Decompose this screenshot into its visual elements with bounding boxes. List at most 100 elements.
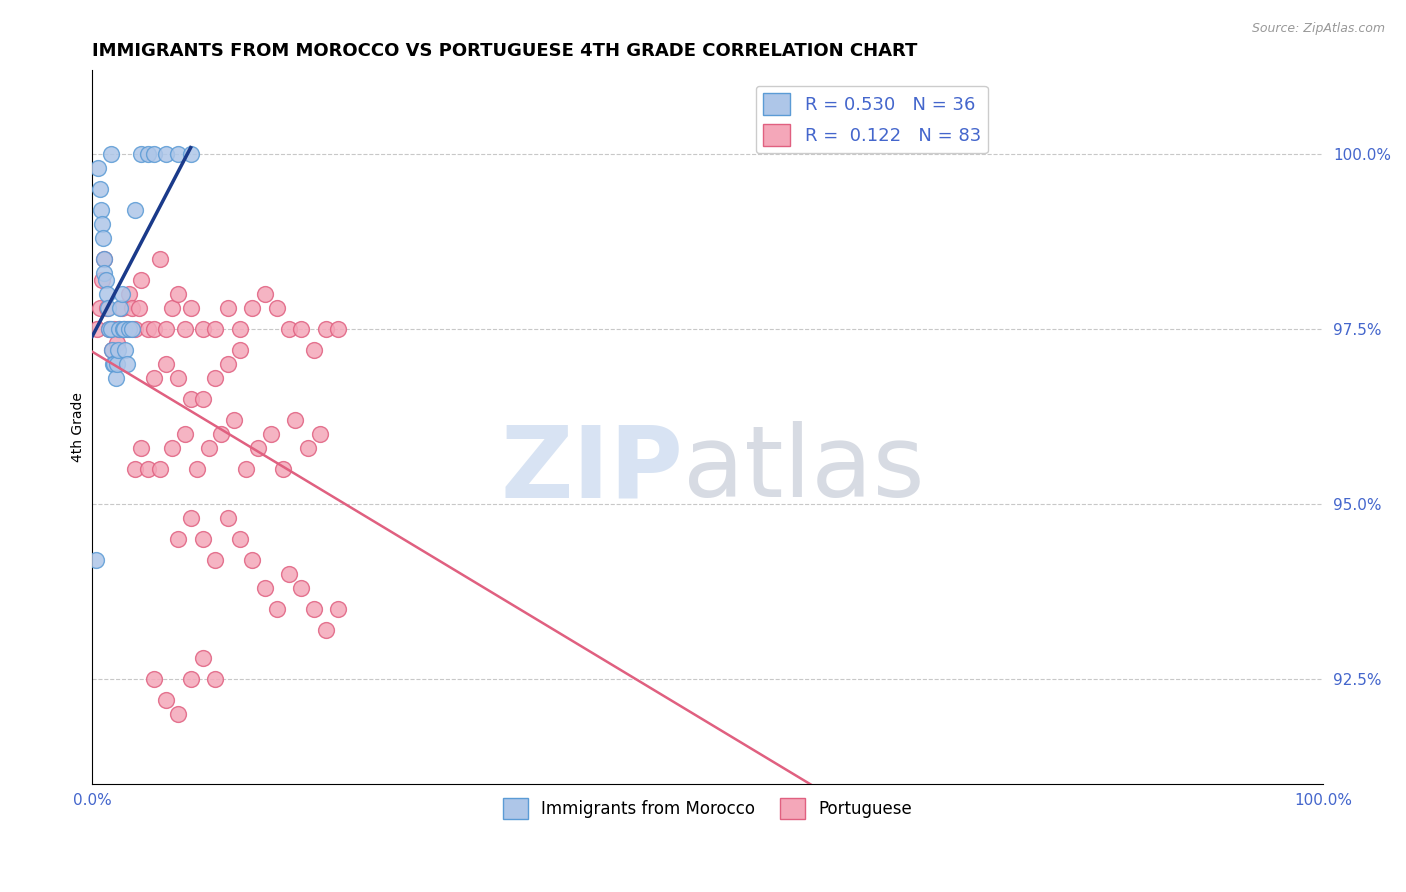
Point: [91, 230, 114, 244]
Point: [131, 146, 153, 161]
Point: [107, 343, 129, 357]
Point: [136, 146, 159, 161]
Point: [235, 461, 257, 475]
Point: [328, 321, 350, 335]
Point: [118, 321, 141, 335]
Point: [136, 321, 159, 335]
Point: [309, 426, 332, 441]
Point: [186, 461, 208, 475]
Point: [124, 202, 146, 217]
Point: [167, 706, 190, 721]
Point: [136, 461, 159, 475]
Point: [253, 286, 276, 301]
Point: [98, 321, 121, 335]
Point: [284, 413, 307, 427]
Point: [217, 301, 239, 315]
Point: [173, 426, 195, 441]
Point: [124, 461, 146, 475]
Point: [191, 650, 214, 665]
Point: [302, 601, 325, 615]
Point: [118, 286, 141, 301]
Point: [253, 581, 276, 595]
Point: [271, 461, 294, 475]
Point: [98, 321, 121, 335]
Point: [278, 321, 301, 335]
Point: [97, 301, 120, 315]
Point: [290, 581, 312, 595]
Point: [160, 441, 183, 455]
Point: [115, 357, 138, 371]
Point: [191, 321, 214, 335]
Point: [112, 321, 135, 335]
Point: [155, 692, 177, 706]
Legend: Immigrants from Morocco, Portuguese: Immigrants from Morocco, Portuguese: [496, 792, 920, 825]
Point: [103, 321, 125, 335]
Point: [142, 146, 165, 161]
Text: atlas: atlas: [683, 421, 925, 518]
Point: [204, 370, 226, 384]
Point: [121, 301, 143, 315]
Point: [121, 321, 143, 335]
Point: [103, 357, 125, 371]
Point: [167, 286, 190, 301]
Point: [93, 266, 115, 280]
Point: [198, 441, 221, 455]
Point: [149, 461, 172, 475]
Point: [328, 601, 350, 615]
Point: [167, 532, 190, 546]
Point: [180, 510, 202, 524]
Point: [240, 301, 263, 315]
Point: [180, 392, 202, 406]
Point: [167, 370, 190, 384]
Point: [278, 566, 301, 581]
Point: [112, 321, 135, 335]
Text: Source: ZipAtlas.com: Source: ZipAtlas.com: [1251, 22, 1385, 36]
Point: [100, 321, 122, 335]
Text: IMMIGRANTS FROM MOROCCO VS PORTUGUESE 4TH GRADE CORRELATION CHART: IMMIGRANTS FROM MOROCCO VS PORTUGUESE 4T…: [93, 42, 918, 60]
Point: [114, 343, 136, 357]
Point: [211, 426, 233, 441]
Point: [173, 321, 195, 335]
Point: [84, 552, 107, 566]
Text: ZIP: ZIP: [501, 421, 683, 518]
Point: [111, 301, 134, 315]
Point: [155, 357, 177, 371]
Point: [89, 182, 111, 196]
Point: [101, 343, 124, 357]
Point: [297, 441, 319, 455]
Point: [104, 370, 127, 384]
Point: [93, 252, 115, 266]
Point: [131, 441, 153, 455]
Point: [290, 321, 312, 335]
Point: [247, 441, 270, 455]
Y-axis label: 4th Grade: 4th Grade: [72, 392, 86, 462]
Point: [160, 301, 183, 315]
Point: [93, 252, 115, 266]
Point: [94, 273, 117, 287]
Point: [124, 321, 146, 335]
Point: [266, 601, 288, 615]
Point: [204, 552, 226, 566]
Point: [108, 321, 131, 335]
Point: [229, 343, 252, 357]
Point: [155, 321, 177, 335]
Point: [180, 146, 202, 161]
Point: [155, 146, 177, 161]
Point: [128, 301, 150, 315]
Point: [87, 161, 110, 175]
Point: [204, 672, 226, 686]
Point: [302, 343, 325, 357]
Point: [142, 672, 165, 686]
Point: [142, 321, 165, 335]
Point: [101, 343, 124, 357]
Point: [204, 321, 226, 335]
Point: [111, 286, 134, 301]
Point: [115, 321, 138, 335]
Point: [105, 335, 128, 350]
Point: [108, 321, 131, 335]
Point: [315, 623, 337, 637]
Point: [180, 672, 202, 686]
Point: [91, 217, 114, 231]
Point: [229, 532, 252, 546]
Point: [217, 510, 239, 524]
